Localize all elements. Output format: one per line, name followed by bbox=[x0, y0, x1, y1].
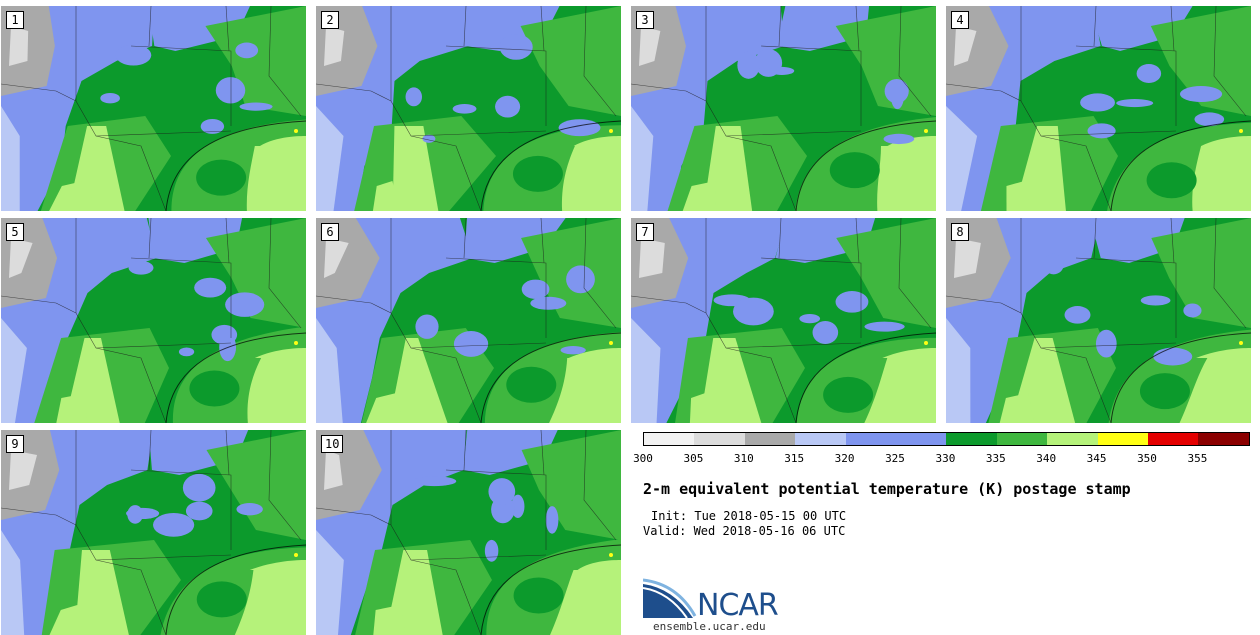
colorbar-swatch bbox=[895, 433, 947, 445]
colorbar-tick-label: 335 bbox=[985, 452, 1006, 465]
ensemble-member-panel[interactable]: 6 bbox=[316, 218, 621, 423]
colorbar-swatch bbox=[694, 433, 745, 445]
ensemble-member-panel[interactable]: 8 bbox=[946, 218, 1251, 423]
map-image bbox=[946, 6, 1251, 211]
colorbar-tick-label: 345 bbox=[1086, 452, 1107, 465]
colorbar-swatch bbox=[996, 433, 1048, 445]
colorbar-tick-label: 330 bbox=[935, 452, 956, 465]
member-number: 2 bbox=[321, 11, 339, 29]
member-number: 9 bbox=[6, 435, 24, 453]
ensemble-member-panel[interactable]: 4 bbox=[946, 6, 1251, 211]
ncar-logo-icon[interactable] bbox=[643, 578, 793, 622]
site-url[interactable]: ensemble.ucar.edu bbox=[653, 620, 766, 633]
colorbar-tick-label: 325 bbox=[885, 452, 905, 465]
colorbar-swatch bbox=[1147, 433, 1199, 445]
colorbar-swatch bbox=[795, 433, 846, 445]
member-number: 3 bbox=[636, 11, 654, 29]
colorbar-swatch bbox=[1097, 433, 1148, 445]
colorbar-boxes bbox=[643, 432, 1250, 446]
valid-time: Valid: Wed 2018-05-16 06 UTC bbox=[643, 524, 846, 538]
ensemble-member-panel[interactable]: 2 bbox=[316, 6, 621, 211]
member-number: 5 bbox=[6, 223, 24, 241]
plot-title: 2-m equivalent potential temperature (K)… bbox=[643, 480, 1131, 498]
colorbar-swatch bbox=[1047, 433, 1098, 445]
colorbar-swatch bbox=[744, 433, 796, 445]
member-number: 1 bbox=[6, 11, 24, 29]
map-image bbox=[1, 6, 306, 211]
member-number: 7 bbox=[636, 223, 654, 241]
map-image bbox=[1, 430, 306, 635]
colorbar: 300 305 310 315 320 325 330 335 340 345 350 355 bbox=[633, 432, 1250, 468]
map-image bbox=[631, 218, 936, 423]
colorbar-swatch bbox=[845, 433, 896, 445]
init-time: Init: Tue 2018-05-15 00 UTC bbox=[651, 509, 847, 523]
colorbar-swatch bbox=[1198, 433, 1249, 445]
map-image bbox=[631, 6, 936, 211]
map-image bbox=[316, 430, 621, 635]
colorbar-ticks: 300 305 310 315 320 325 330 335 340 345 350 355 bbox=[633, 452, 1250, 468]
colorbar-tick-label: 340 bbox=[1036, 452, 1057, 465]
map-image bbox=[946, 218, 1251, 423]
colorbar-tick-label: 320 bbox=[834, 452, 855, 465]
map-image bbox=[1, 218, 306, 423]
colorbar-tick-label: 355 bbox=[1187, 452, 1208, 465]
map-image bbox=[316, 6, 621, 211]
map-image bbox=[316, 218, 621, 423]
member-number: 8 bbox=[951, 223, 969, 241]
ensemble-member-panel[interactable]: 10 bbox=[316, 430, 621, 635]
ensemble-member-panel[interactable]: 9 bbox=[1, 430, 306, 635]
member-number: 10 bbox=[321, 435, 344, 453]
colorbar-swatch bbox=[644, 433, 695, 445]
ensemble-member-panel[interactable]: 7 bbox=[631, 218, 936, 423]
colorbar-tick-label: 310 bbox=[733, 452, 754, 465]
member-number: 4 bbox=[951, 11, 969, 29]
logo-text: NCAR bbox=[697, 588, 779, 623]
ensemble-member-panel[interactable]: 3 bbox=[631, 6, 936, 211]
colorbar-tick-label: 300 bbox=[633, 452, 653, 465]
ensemble-member-panel[interactable]: 5 bbox=[1, 218, 306, 423]
colorbar-swatch bbox=[946, 433, 997, 445]
colorbar-tick-label: 350 bbox=[1137, 452, 1157, 465]
colorbar-tick-label: 315 bbox=[784, 452, 805, 465]
ensemble-member-panel[interactable]: 1 bbox=[1, 6, 306, 211]
member-number: 6 bbox=[321, 223, 339, 241]
colorbar-tick-label: 305 bbox=[683, 452, 704, 465]
